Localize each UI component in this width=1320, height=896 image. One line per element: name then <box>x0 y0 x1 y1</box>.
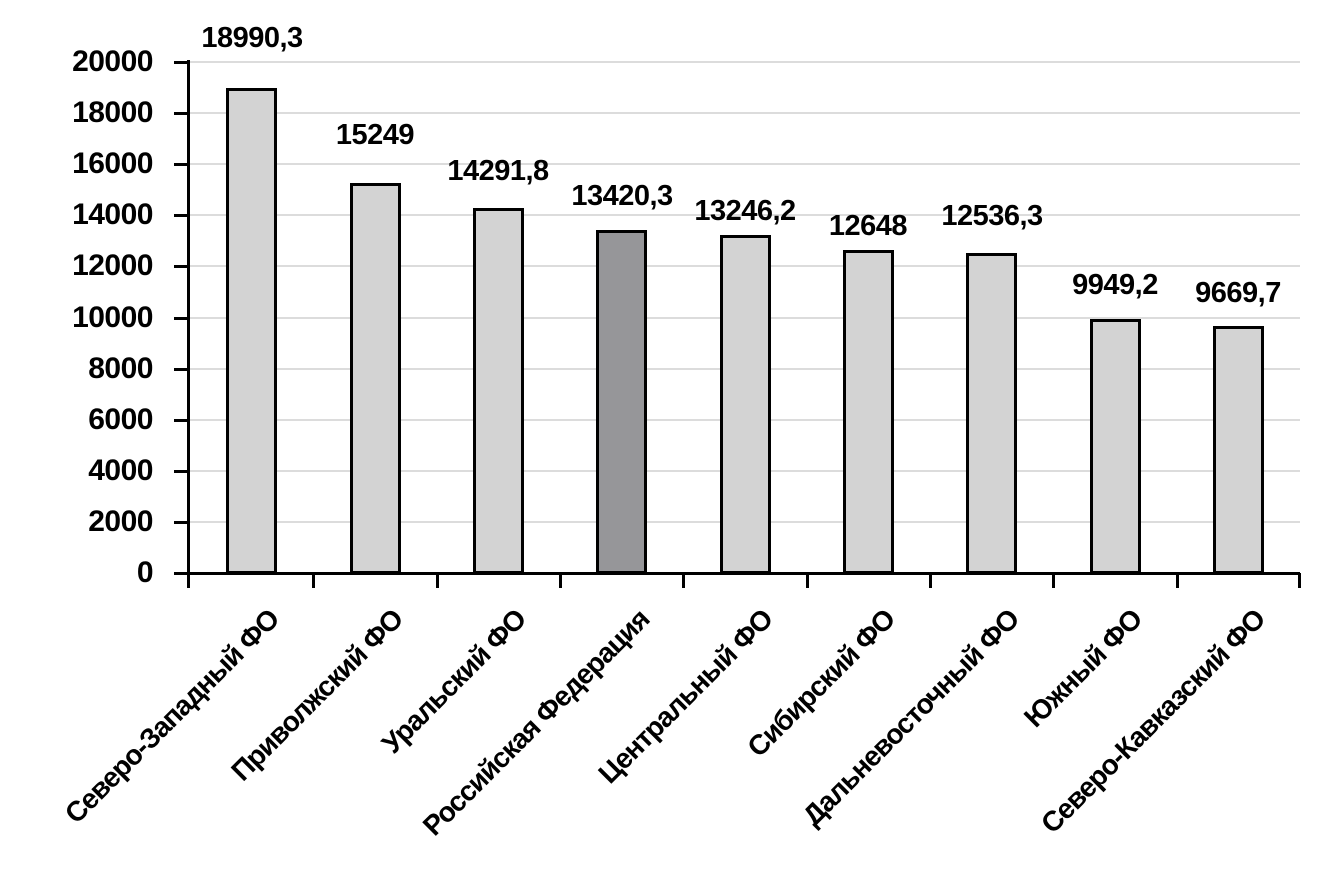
bar-value-label: 9669,7 <box>1195 277 1281 309</box>
y-axis-tick-label: 0 <box>136 556 154 589</box>
category-label: Южный ФО <box>1018 603 1149 734</box>
y-axis-tick-label: 18000 <box>72 96 153 129</box>
y-axis-tick-label: 8000 <box>88 352 153 385</box>
x-axis-tick-mark <box>312 573 315 588</box>
bar-value-label: 13246,2 <box>694 195 796 227</box>
x-axis-tick-mark <box>1176 573 1179 588</box>
y-axis-tick-mark <box>174 61 187 64</box>
bar <box>966 253 1017 574</box>
category-label: Дальневосточный ФО <box>797 603 1026 832</box>
y-axis-tick-label: 10000 <box>72 301 153 334</box>
x-axis-tick-mark <box>682 573 685 588</box>
bar-value-label: 18990,3 <box>201 22 303 54</box>
y-axis-tick-label: 2000 <box>88 505 153 538</box>
y-axis-tick-label: 16000 <box>72 147 153 180</box>
x-axis-tick-mark <box>559 573 562 588</box>
gridline <box>190 61 1300 63</box>
gridline <box>190 112 1300 114</box>
bar-value-label: 9949,2 <box>1072 269 1158 301</box>
bar <box>1213 326 1264 574</box>
y-axis-line <box>187 60 190 588</box>
bar-value-label: 12536,3 <box>941 200 1043 232</box>
bar <box>226 88 277 574</box>
y-axis-tick-mark <box>174 265 187 268</box>
bar-value-label: 14291,8 <box>447 155 549 187</box>
category-label: Северо-Западный ФО <box>59 603 286 830</box>
y-axis-tick-mark <box>174 163 187 166</box>
bar <box>720 235 771 574</box>
x-axis-tick-mark <box>1298 573 1301 588</box>
bar-value-label: 12648 <box>828 210 908 242</box>
y-axis-tick-label: 14000 <box>72 198 153 231</box>
gridline <box>190 214 1300 216</box>
bar <box>350 183 401 574</box>
bar <box>1090 319 1141 574</box>
y-axis-tick-mark <box>174 470 187 473</box>
y-axis-tick-mark <box>174 521 187 524</box>
bar-highlighted <box>596 230 647 574</box>
bar <box>843 250 894 574</box>
bar-value-label: 15249 <box>335 119 415 151</box>
category-label: Северо-Кавказский ФО <box>1035 603 1272 840</box>
y-axis-tick-mark <box>174 214 187 217</box>
y-axis-tick-label: 20000 <box>72 45 153 78</box>
category-label: Российская Федерация <box>417 603 656 842</box>
y-axis-tick-mark <box>174 419 187 422</box>
y-axis-tick-mark <box>174 317 187 320</box>
bar <box>473 208 524 574</box>
y-axis-tick-mark <box>174 572 187 575</box>
x-axis-tick-mark <box>929 573 932 588</box>
bar-value-label: 13420,3 <box>571 180 673 212</box>
x-axis-tick-mark <box>436 573 439 588</box>
y-axis-tick-label: 12000 <box>72 249 153 282</box>
y-axis-tick-label: 6000 <box>88 403 153 436</box>
y-axis-tick-label: 4000 <box>88 454 153 487</box>
y-axis-tick-mark <box>174 368 187 371</box>
x-axis-tick-mark <box>1052 573 1055 588</box>
x-axis-tick-mark <box>806 573 809 588</box>
x-axis-tick-mark <box>187 573 190 588</box>
y-axis-tick-mark <box>174 112 187 115</box>
gridline <box>190 163 1300 165</box>
